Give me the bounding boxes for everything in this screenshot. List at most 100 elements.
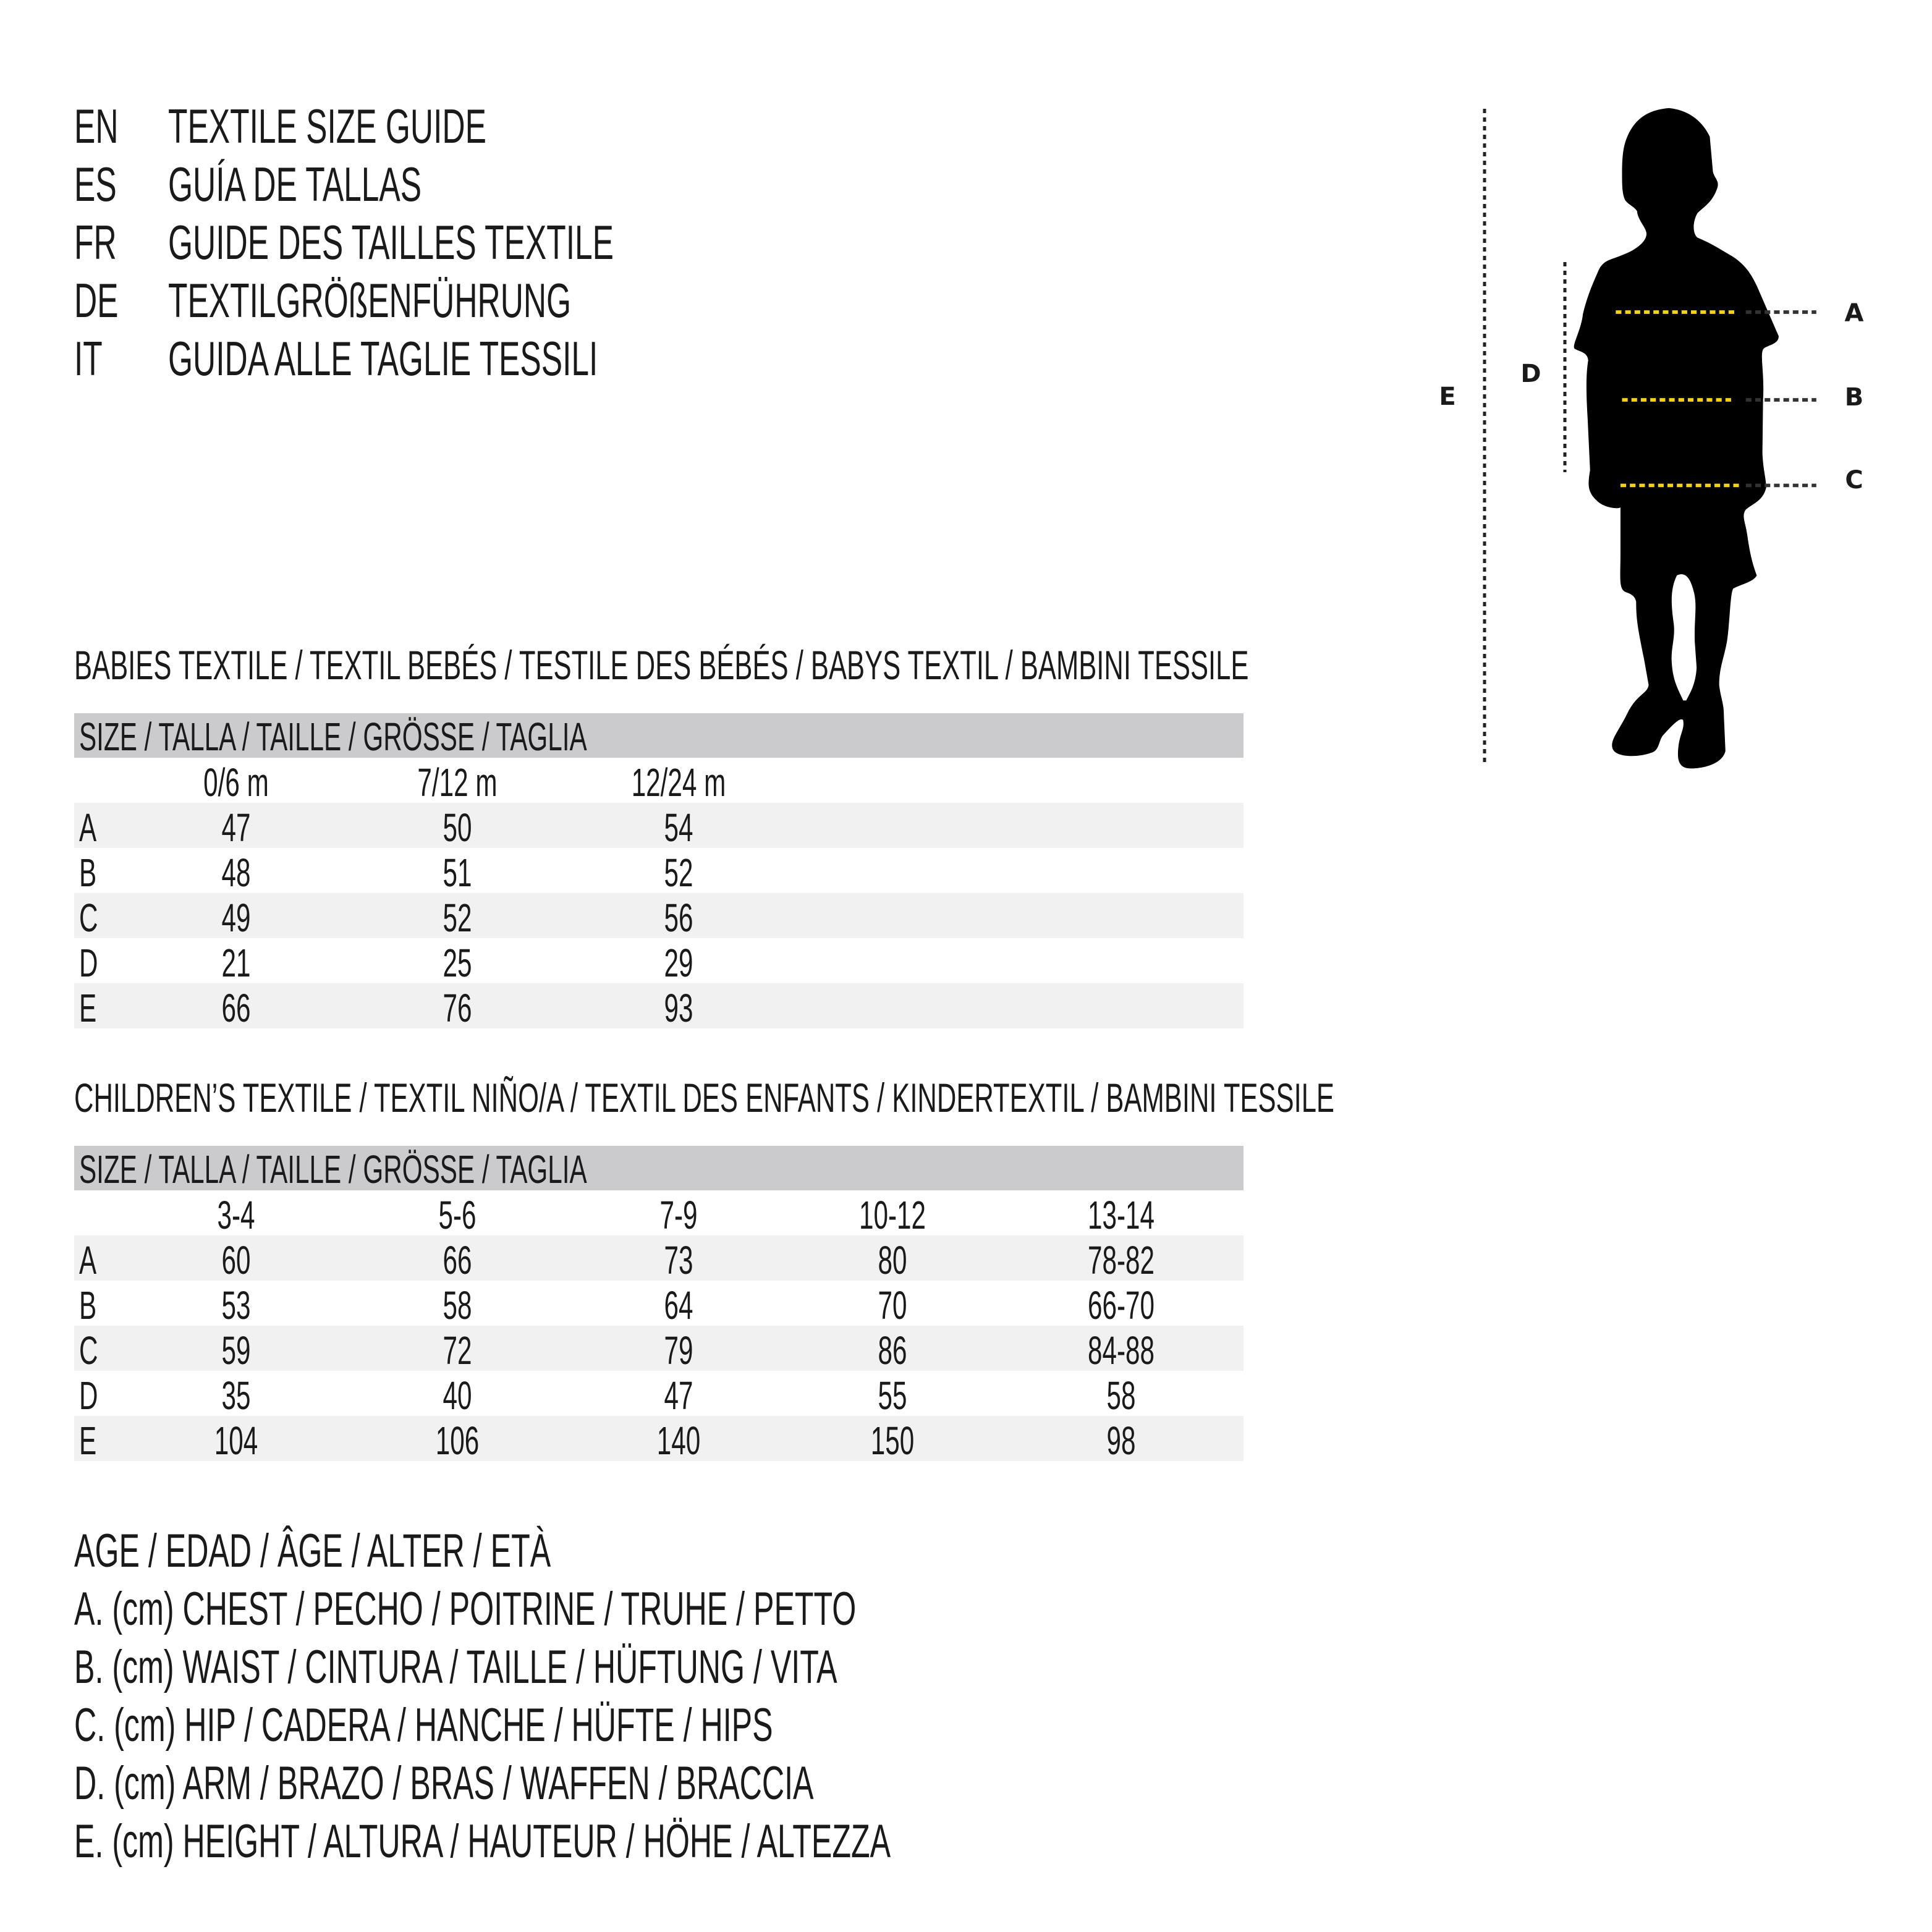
table-row: E 104 106 140 150 98	[74, 1416, 1244, 1463]
table-cell: 47	[664, 1373, 693, 1418]
row-label: D	[79, 1373, 98, 1418]
table-cell: 60	[221, 1238, 251, 1282]
legend-text: D. (cm) ARM / BRAZO / BRAS / WAFFEN / BR…	[74, 1757, 814, 1810]
column-header: 0/6 m	[203, 760, 269, 805]
title-text: GUÍA DE TALLAS	[168, 157, 422, 211]
table-cell: 40	[443, 1373, 472, 1418]
table-cell: 93	[664, 986, 693, 1030]
children-size-table: SIZE / TALLA / TAILLE / GRÖSSE / TAGLIA 3…	[74, 1146, 1244, 1463]
table-cell: 56	[664, 896, 693, 940]
table-cell: 21	[221, 941, 251, 985]
legend-waist: B. (cm) WAIST / CINTURA / TAILLE / HÜFTU…	[74, 1640, 1231, 1695]
label-a: A	[1845, 299, 1864, 328]
size-header-label: SIZE / TALLA / TAILLE / GRÖSSE / TAGLIA	[79, 1147, 587, 1192]
table-cell: 66	[221, 986, 251, 1030]
table-row: C 49 52 56	[74, 893, 1244, 940]
size-column-header-row: 0/6 m 7/12 m 12/24 m	[74, 758, 1244, 805]
label-e: E	[1439, 383, 1455, 411]
babies-heading-text: BABIES TEXTILE / TEXTIL BEBÉS / TESTILE …	[74, 642, 1249, 688]
table-cell: 140	[656, 1418, 701, 1463]
table-row: B 53 58 64 70 66-70	[74, 1281, 1244, 1328]
legend-height: E. (cm) HEIGHT / ALTURA / HAUTEUR / HÖHE…	[74, 1814, 1311, 1870]
language-code: DE	[74, 273, 119, 328]
title-text: TEXTILE SIZE GUIDE	[168, 99, 486, 153]
legend-text: E. (cm) HEIGHT / ALTURA / HAUTEUR / HÖHE…	[74, 1815, 891, 1868]
table-row: A 47 50 54	[74, 803, 1244, 850]
table-row: B 48 51 52	[74, 848, 1244, 895]
babies-heading: BABIES TEXTILE / TEXTIL BEBÉS / TESTILE …	[74, 640, 1854, 690]
table-row: D 21 25 29	[74, 938, 1244, 985]
size-column-header-row: 3-4 5-6 7-9 10-12 13-14	[74, 1190, 1244, 1237]
column-header: 7-9	[659, 1193, 698, 1237]
row-label: B	[79, 850, 97, 895]
legend-age: AGE / EDAD / ÂGE / ALTER / ETÀ	[74, 1523, 796, 1579]
children-heading-text: CHILDREN’S TEXTILE / TEXTIL NIÑO/A / TEX…	[74, 1075, 1334, 1121]
table-cell: 150	[870, 1418, 915, 1463]
language-code: EN	[74, 99, 119, 153]
legend-text: AGE / EDAD / ÂGE / ALTER / ETÀ	[74, 1525, 551, 1577]
row-label: C	[79, 896, 98, 940]
legend-text: A. (cm) CHEST / PECHO / POITRINE / TRUHE…	[74, 1583, 857, 1635]
table-cell: 47	[221, 805, 251, 850]
row-label: A	[79, 805, 97, 850]
table-cell: 104	[214, 1418, 258, 1463]
table-cell: 59	[221, 1328, 251, 1373]
row-label: E	[79, 1418, 97, 1463]
table-cell: 52	[664, 850, 693, 895]
table-cell: 64	[664, 1283, 693, 1328]
column-header: 7/12 m	[417, 760, 498, 805]
table-cell: 72	[443, 1328, 472, 1373]
table-cell: 51	[443, 850, 472, 895]
row-label: E	[79, 986, 97, 1030]
table-row: A 60 66 73 80 78-82	[74, 1235, 1244, 1282]
table-cell: 70	[878, 1283, 907, 1328]
row-label: C	[79, 1328, 98, 1373]
babies-size-table: SIZE / TALLA / TAILLE / GRÖSSE / TAGLIA 0…	[74, 713, 1244, 1030]
table-cell: 79	[664, 1328, 693, 1373]
legend-arm: D. (cm) ARM / BRAZO / BRAS / WAFFEN / BR…	[74, 1756, 1195, 1811]
label-b: B	[1845, 383, 1864, 412]
table-cell: 54	[664, 805, 693, 850]
label-d: D	[1520, 360, 1541, 388]
table-cell: 98	[1106, 1418, 1136, 1463]
language-code: IT	[74, 331, 103, 386]
child-silhouette	[1574, 108, 1779, 769]
table-cell: 80	[878, 1238, 907, 1282]
table-cell: 25	[443, 941, 472, 985]
table-row: D 35 40 47 55 58	[74, 1371, 1244, 1418]
legend-chest: A. (cm) CHEST / PECHO / POITRINE / TRUHE…	[74, 1582, 1259, 1637]
language-code: ES	[74, 157, 117, 211]
table-cell: 86	[878, 1328, 907, 1373]
table-cell: 49	[221, 896, 251, 940]
label-c: C	[1845, 466, 1863, 494]
language-code: FR	[74, 215, 117, 269]
title-text: TEXTILGRÖßENFÜHRUNG	[168, 273, 572, 328]
children-heading: CHILDREN’S TEXTILE / TEXTIL NIÑO/A / TEX…	[74, 1073, 1932, 1122]
table-cell: 58	[443, 1283, 472, 1328]
column-header: 12/24 m	[631, 760, 726, 805]
table-row: E 66 76 93	[74, 983, 1244, 1030]
column-header: 13-14	[1087, 1193, 1155, 1237]
table-cell: 55	[878, 1373, 907, 1418]
table-cell: 66	[443, 1238, 472, 1282]
title-text: GUIDE DES TAILLES TEXTILE	[168, 215, 614, 269]
size-header-label: SIZE / TALLA / TAILLE / GRÖSSE / TAGLIA	[79, 714, 587, 759]
title-text: GUIDA ALLE TAGLIE TESSILI	[168, 331, 598, 386]
row-label: B	[79, 1283, 97, 1328]
legend-hip: C. (cm) HIP / CADERA / HANCHE / HÜFTE / …	[74, 1698, 1133, 1753]
table-cell: 35	[221, 1373, 251, 1418]
table-cell: 84-88	[1087, 1328, 1155, 1373]
table-cell: 48	[221, 850, 251, 895]
table-cell: 106	[435, 1418, 480, 1463]
table-cell: 53	[221, 1283, 251, 1328]
row-label: A	[79, 1238, 97, 1282]
table-row: C 59 72 79 86 84-88	[74, 1326, 1244, 1373]
table-cell: 58	[1106, 1373, 1136, 1418]
column-header: 5-6	[438, 1193, 477, 1237]
table-cell: 29	[664, 941, 693, 985]
table-cell: 50	[443, 805, 472, 850]
legend-text: B. (cm) WAIST / CINTURA / TAILLE / HÜFTU…	[74, 1641, 837, 1693]
column-header: 3-4	[217, 1193, 255, 1237]
column-header: 10-12	[858, 1193, 926, 1237]
